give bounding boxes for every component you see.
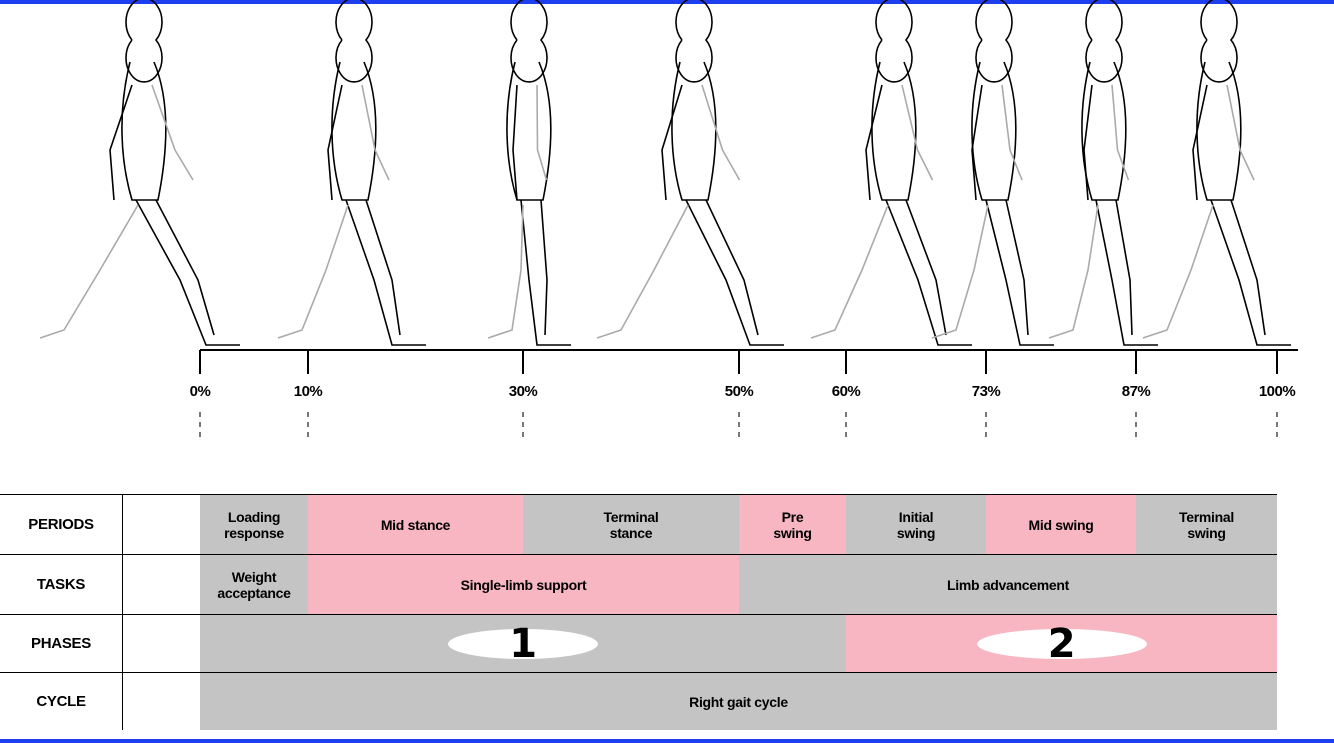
row-label-phases: PHASES <box>31 635 91 652</box>
table-rule <box>0 672 1277 673</box>
period-initial-swing: Initial swing <box>846 495 986 554</box>
walking-figure <box>1048 0 1158 346</box>
phase-2-cell: 2 <box>846 615 1277 672</box>
marker-73: 73% <box>971 383 1001 400</box>
marker-50: 50% <box>724 383 754 400</box>
task-weight-acceptance: Weight acceptance <box>200 555 308 614</box>
cycle-right-gait: Right gait cycle <box>200 673 1277 730</box>
marker-0: 0% <box>189 383 211 400</box>
period-mid-swing: Mid swing <box>986 495 1136 554</box>
label-column-divider <box>122 494 123 730</box>
period-mid-stance: Mid stance <box>308 495 523 554</box>
walking-figure <box>277 0 426 346</box>
marker-60: 60% <box>831 383 861 400</box>
gait-figures-illustration <box>39 0 1298 440</box>
task-limb-advancement: Limb advancement <box>739 555 1277 614</box>
marker-10: 10% <box>293 383 323 400</box>
marker-100: 100% <box>1258 383 1296 400</box>
walking-figure <box>931 0 1054 346</box>
period-terminal-stance: Terminal stance <box>523 495 739 554</box>
period-pre-swing: Pre swing <box>739 495 846 554</box>
phase-2-label: 2 <box>976 624 1147 664</box>
bottom-frame-border <box>0 739 1334 743</box>
phase-1-cell: 1 <box>200 615 846 672</box>
table-rule <box>0 614 1277 615</box>
row-label-periods: PERIODS <box>28 516 94 533</box>
walking-figure <box>39 0 240 346</box>
period-terminal-swing: Terminal swing <box>1136 495 1277 554</box>
walking-figure <box>487 0 571 346</box>
walking-figure <box>1142 0 1291 346</box>
phase-1-label: 1 <box>448 624 598 664</box>
task-single-limb-support: Single-limb support <box>308 555 739 614</box>
row-label-tasks: TASKS <box>36 576 86 593</box>
marker-87: 87% <box>1121 383 1151 400</box>
row-label-cycle: CYCLE <box>36 693 86 710</box>
top-frame-border <box>0 0 1334 4</box>
period-loading-response: Loading response <box>200 495 308 554</box>
walking-figure <box>596 0 784 346</box>
table-rule <box>0 554 1277 555</box>
walking-figure <box>810 0 972 346</box>
marker-30: 30% <box>508 383 538 400</box>
table-rule <box>0 494 1277 495</box>
